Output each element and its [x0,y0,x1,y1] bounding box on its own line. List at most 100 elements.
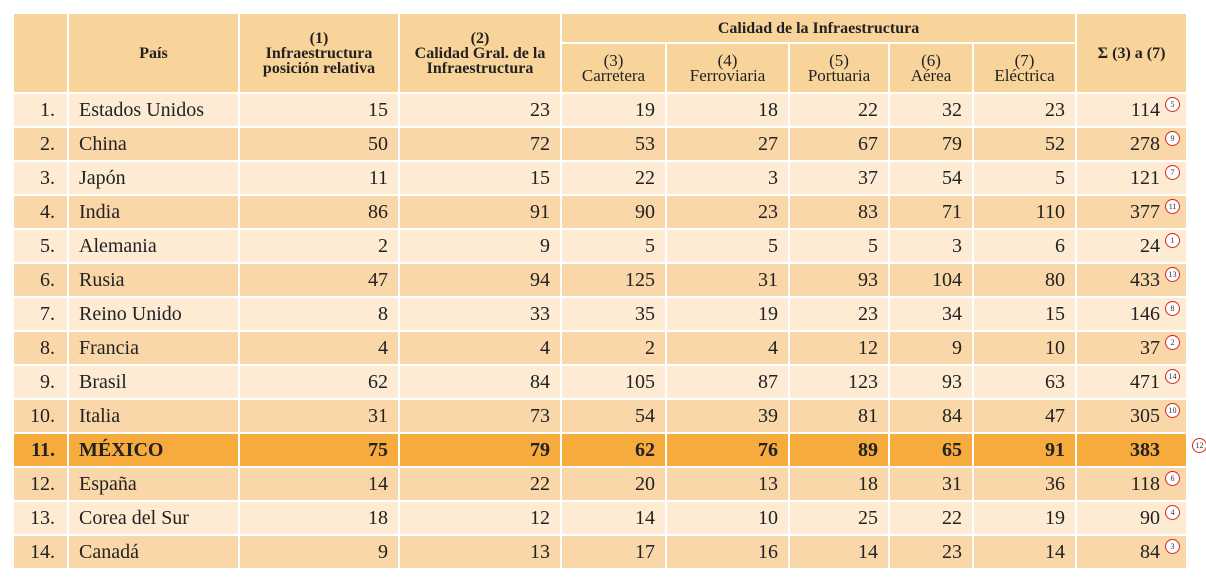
value-cell: 10 [665,500,790,536]
sum-cell: 121 7 [1075,160,1189,196]
rank-cell: 6. [12,262,69,298]
value-cell: 23 [971,92,1078,128]
value-cell: 50 [238,126,400,162]
rank-circle: 1 [1165,233,1181,248]
table-row: 6. Rusia 47 94 125 31 93 104 80 433 13 [12,262,1189,298]
value-cell: 19 [665,296,790,332]
value-cell: 14 [560,500,667,536]
value-cell: 93 [788,262,890,298]
sum-value: 146 [1130,302,1161,325]
sum-value: 84 [1140,540,1161,563]
value-cell: 19 [560,92,667,128]
table-row: 1. Estados Unidos 15 23 19 18 22 32 23 114 5 [12,92,1189,128]
value-cell: 3 [888,228,974,264]
rank-circle: 8 [1165,301,1181,316]
rank-circle: 2 [1165,335,1181,350]
value-cell: 4 [238,330,400,366]
sum-cell: 383 12 [1075,432,1206,468]
country-cell: Japón [67,160,240,196]
value-cell: 23 [888,534,974,570]
value-cell: 47 [238,262,400,298]
value-cell: 94 [398,262,562,298]
value-cell: 12 [788,330,890,366]
rank-circle: 4 [1165,505,1181,520]
value-cell: 4 [398,330,562,366]
sum-cell: 118 6 [1075,466,1189,502]
value-cell: 18 [665,92,790,128]
value-cell: 86 [238,194,400,230]
sum-value: 377 [1130,200,1161,223]
rank-circle: 11 [1165,199,1181,214]
rank-cell: 10. [12,398,69,434]
sum-value: 305 [1130,404,1161,427]
rank-cell: 11. [12,432,69,468]
sum-cell: 37 2 [1075,330,1189,366]
value-cell: 18 [238,500,400,536]
rank-cell: 14. [12,534,69,570]
value-cell: 9 [398,228,562,264]
sum-cell: 471 14 [1075,364,1189,400]
column-number: (3) [603,51,624,70]
value-cell: 34 [888,296,974,332]
value-cell: 23 [398,92,562,128]
column-number: (6) [921,51,941,70]
value-cell: 14 [788,534,890,570]
value-cell: 13 [665,466,790,502]
country-cell: España [67,466,240,502]
rank-circle: 3 [1165,539,1181,554]
sum-value: 383 [1130,438,1161,461]
column-label: Calidad Gral. de la Infraestructura [414,44,546,77]
column-header: (7) Eléctrica [971,42,1078,94]
group-header: Calidad de la Infraestructura [559,12,1078,44]
value-cell: 54 [888,160,974,196]
value-cell: 8 [238,296,400,332]
sum-cell: 278 9 [1075,126,1189,162]
value-cell: 54 [560,398,667,434]
value-cell: 32 [888,92,974,128]
header-row: (3) Carretera (4) Ferroviaria (5) Portuaria (6… [13,42,1187,94]
country-cell: Estados Unidos [67,92,240,128]
sum-value: 278 [1130,132,1161,155]
value-cell: 37 [788,160,890,196]
table-row: 5. Alemania 2 9 5 5 5 3 6 24 1 [12,228,1189,264]
rank-circle: 5 [1165,97,1181,112]
table-row: 2. China 50 72 53 27 67 79 52 278 9 [12,126,1189,162]
rank-circle: 10 [1165,403,1181,418]
value-cell: 76 [665,432,790,468]
value-cell: 25 [788,500,890,536]
sum-value: 114 [1130,98,1161,121]
value-cell: 71 [888,194,974,230]
value-cell: 47 [971,398,1078,434]
rank-cell: 4. [12,194,69,230]
sum-value: 471 [1130,370,1161,393]
header-cell [12,12,69,94]
table-row: 12. España 14 22 20 13 18 31 36 118 6 [12,466,1189,502]
value-cell: 2 [238,228,400,264]
value-cell: 5 [665,228,790,264]
country-cell: Reino Unido [67,296,240,332]
rank-circle: 7 [1165,165,1181,180]
value-cell: 53 [560,126,667,162]
table-body: 1. Estados Unidos 15 23 19 18 22 32 23 114 5 2. Chin… [12,92,1206,570]
rank-cell: 1. [12,92,69,128]
sum-cell: 377 11 [1075,194,1189,230]
value-cell: 6 [971,228,1078,264]
column-label: Ferroviaria [689,66,766,85]
country-cell: Rusia [67,262,240,298]
value-cell: 5 [560,228,667,264]
value-cell: 27 [665,126,790,162]
value-cell: 90 [560,194,667,230]
column-header: (2) Calidad Gral. de la Infraestructura [398,12,562,94]
value-cell: 89 [788,432,890,468]
sum-cell: 114 5 [1075,92,1189,128]
rank-circle: 9 [1165,131,1181,146]
value-cell: 73 [398,398,562,434]
column-label: Aérea [910,66,952,85]
value-cell: 4 [665,330,790,366]
value-cell: 35 [560,296,667,332]
value-cell: 22 [788,92,890,128]
rank-cell: 3. [12,160,69,196]
value-cell: 75 [238,432,400,468]
sum-value: 24 [1140,234,1161,257]
column-header: (4) Ferroviaria [665,42,790,94]
